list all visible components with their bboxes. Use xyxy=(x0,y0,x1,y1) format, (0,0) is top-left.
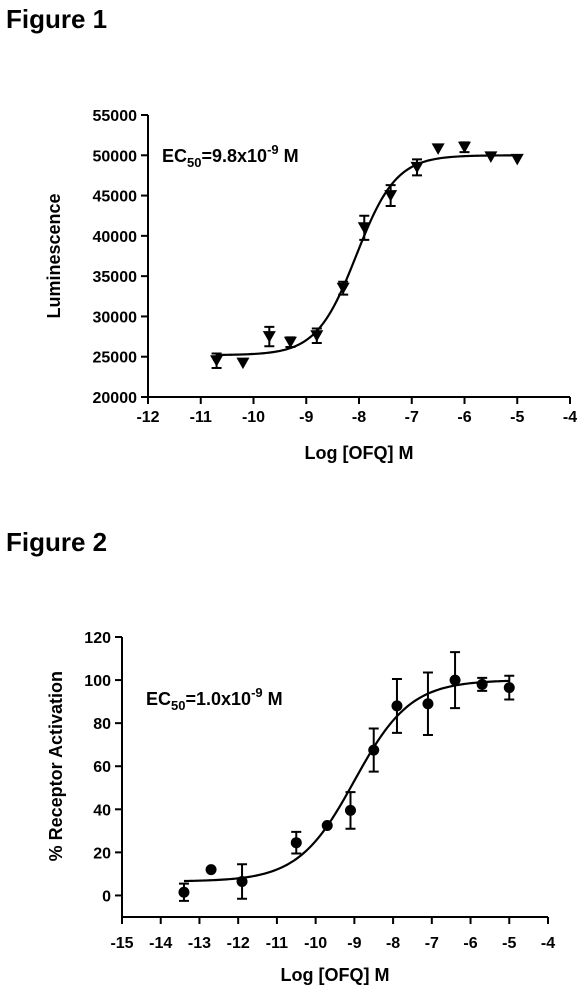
data-point xyxy=(431,143,445,155)
y-tick-label: 30000 xyxy=(93,309,138,326)
y-tick-label: 40000 xyxy=(93,229,138,246)
x-tick-label: -9 xyxy=(347,935,361,952)
figure-1-fit-curve-layer xyxy=(216,154,518,357)
data-point xyxy=(321,819,333,831)
data-point xyxy=(290,837,302,849)
data-point xyxy=(178,886,190,898)
y-tick-label: 50000 xyxy=(93,148,138,165)
figure-1-ec50-annotation: EC50=9.8x10-9 M xyxy=(162,142,299,170)
y-tick-label: 100 xyxy=(84,673,111,690)
x-tick-label: -9 xyxy=(299,409,313,426)
ec50-suffix: M xyxy=(279,146,299,166)
y-tick-label: 60 xyxy=(93,759,111,776)
ec50-prefix: EC xyxy=(146,689,171,709)
data-point xyxy=(336,282,350,295)
x-axis-title: Log [OFQ] M xyxy=(305,443,414,463)
y-tick-label: 20 xyxy=(93,845,111,862)
y-tick-label: 45000 xyxy=(93,189,138,206)
x-tick-label: -7 xyxy=(425,935,439,952)
data-point xyxy=(236,875,248,887)
x-tick-label: -4 xyxy=(563,409,577,426)
fit-curve xyxy=(216,154,518,357)
data-point xyxy=(210,355,224,367)
data-point xyxy=(510,153,524,166)
x-tick-label: -5 xyxy=(510,409,524,426)
data-point xyxy=(357,222,371,234)
data-point xyxy=(458,141,471,154)
ec50-prefix: EC xyxy=(162,146,187,166)
data-point xyxy=(410,161,424,174)
figure-1-axes: 20000 25000 30000 35000 40000 45000 50000 55000… xyxy=(44,108,577,463)
ec50-mid: =9.8x10 xyxy=(201,146,267,166)
data-point xyxy=(310,330,324,342)
x-tick-label: -6 xyxy=(463,935,477,952)
data-point xyxy=(449,674,461,686)
x-tick-label: -8 xyxy=(352,409,366,426)
ec50-subscript: 50 xyxy=(171,698,185,713)
ec50-superscript: -9 xyxy=(267,142,279,157)
figure-2-axes: 0 20 40 60 80 100 120 -15 -14 -13 -12 -11 -10 -9 -8 -7 -… xyxy=(46,630,555,985)
x-axis-title: Log [OFQ] M xyxy=(281,965,390,985)
data-point xyxy=(422,698,434,710)
x-tick-label: -14 xyxy=(149,935,172,952)
data-point xyxy=(368,744,380,756)
figure-2-points xyxy=(178,651,515,902)
y-tick-label: 20000 xyxy=(93,390,138,407)
x-tick-label: -6 xyxy=(457,409,471,426)
data-point xyxy=(391,700,403,712)
ec50-suffix: M xyxy=(263,689,283,709)
x-tick-label: -7 xyxy=(405,409,419,426)
x-tick-label: -12 xyxy=(227,935,250,952)
y-tick-label: 40 xyxy=(93,802,111,819)
ec50-superscript: -9 xyxy=(251,685,263,700)
figure-1-chart: 20000 25000 30000 35000 40000 45000 50000 55000… xyxy=(44,108,577,463)
x-tick-label: -15 xyxy=(110,935,133,952)
x-tick-label: -4 xyxy=(541,935,555,952)
y-axis-title: % Receptor Activation xyxy=(46,671,66,861)
data-point xyxy=(236,357,250,370)
data-point xyxy=(262,331,276,343)
ec50-mid: =1.0x10 xyxy=(185,689,251,709)
figure-2-ec50-annotation: EC50=1.0x10-9 M xyxy=(146,685,283,713)
figure-1-title: Figure 1 xyxy=(6,4,108,34)
figure-2-fit-curve-layer xyxy=(183,679,510,883)
x-tick-label: -12 xyxy=(136,409,159,426)
figure-2-title: Figure 2 xyxy=(6,527,108,557)
y-tick-label: 120 xyxy=(84,630,111,647)
y-tick-label: 35000 xyxy=(93,269,138,286)
data-point xyxy=(484,151,498,163)
y-tick-label: 80 xyxy=(93,716,111,733)
figure-1-points xyxy=(210,141,524,370)
y-axis-title: Luminescence xyxy=(44,193,64,318)
y-tick-label: 0 xyxy=(102,888,111,905)
x-tick-label: -8 xyxy=(386,935,400,952)
y-tick-label: 55000 xyxy=(93,108,138,125)
data-point xyxy=(476,678,488,690)
x-tick-label: -11 xyxy=(266,935,288,952)
data-point xyxy=(503,682,515,694)
y-tick-label: 25000 xyxy=(93,350,138,367)
x-tick-label: -11 xyxy=(190,409,212,426)
data-point xyxy=(205,864,217,876)
x-tick-label: -5 xyxy=(502,935,516,952)
x-tick-label: -13 xyxy=(188,935,211,952)
x-tick-label: -10 xyxy=(304,935,327,952)
fit-curve xyxy=(183,679,510,883)
data-point xyxy=(283,336,297,349)
ec50-subscript: 50 xyxy=(187,155,201,170)
data-point xyxy=(384,190,398,202)
x-tick-label: -10 xyxy=(242,409,265,426)
data-point xyxy=(344,804,356,816)
